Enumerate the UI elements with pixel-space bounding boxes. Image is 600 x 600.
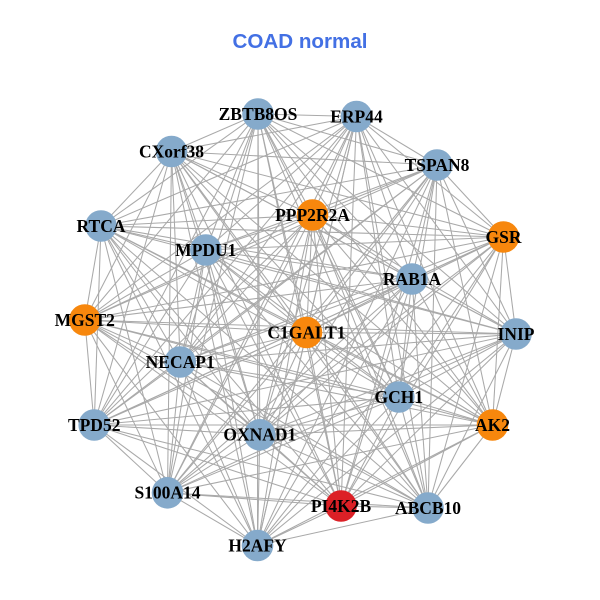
svg-text:TPD52: TPD52	[68, 415, 121, 435]
svg-text:COAD normal: COAD normal	[232, 30, 367, 53]
svg-text:AK2: AK2	[475, 415, 510, 435]
svg-text:PPP2R2A: PPP2R2A	[275, 205, 350, 225]
svg-text:MGST2: MGST2	[55, 310, 115, 330]
svg-text:NECAP1: NECAP1	[146, 352, 215, 372]
svg-text:C1GALT1: C1GALT1	[267, 322, 345, 342]
svg-text:ABCB10: ABCB10	[395, 498, 461, 518]
svg-text:CXorf38: CXorf38	[139, 141, 204, 161]
svg-text:ZBTB8OS: ZBTB8OS	[219, 104, 298, 124]
svg-text:MPDU1: MPDU1	[175, 240, 236, 260]
svg-text:PI4K2B: PI4K2B	[311, 496, 372, 516]
svg-text:RAB1A: RAB1A	[383, 269, 442, 289]
svg-text:GCH1: GCH1	[374, 387, 423, 407]
svg-text:INIP: INIP	[498, 324, 535, 344]
svg-text:GSR: GSR	[486, 227, 522, 247]
svg-text:TSPAN8: TSPAN8	[405, 155, 470, 175]
svg-text:OXNAD1: OXNAD1	[223, 425, 296, 445]
svg-text:S100A14: S100A14	[134, 483, 200, 503]
svg-text:H2AFY: H2AFY	[228, 535, 287, 555]
svg-text:RTCA: RTCA	[77, 216, 126, 236]
svg-text:ERP44: ERP44	[330, 106, 383, 126]
